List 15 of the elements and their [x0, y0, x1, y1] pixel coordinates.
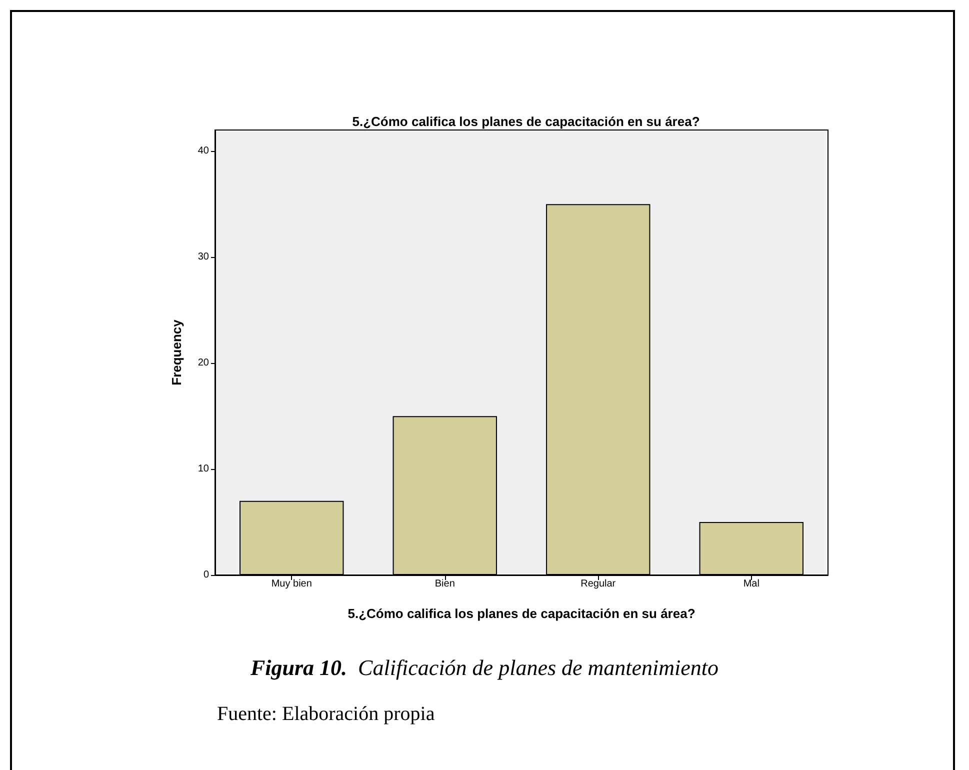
x-tick-label: Muy bien	[271, 578, 312, 590]
y-tick-label: 10	[198, 464, 210, 475]
x-tick-label: Regular	[580, 578, 616, 590]
source-note: Fuente: Elaboración propia	[217, 703, 435, 726]
y-axis-title: Frequency	[169, 318, 184, 386]
y-tick-label: 0	[203, 570, 210, 580]
chart-title: 5.¿Cómo califica los planes de capacitación en su área?	[352, 114, 700, 129]
text: Calificación de planes de mantenimiento	[357, 655, 719, 680]
x-axis-title: 5.¿Cómo califica los planes de capacitación en su área?	[348, 606, 696, 621]
x-tick-label: Bien	[434, 578, 455, 590]
y-tick-label: 40	[198, 146, 210, 157]
y-tick-label: 30	[198, 252, 210, 263]
text: Figura 10.	[250, 655, 348, 680]
x-tick-label: Mal	[743, 578, 760, 590]
y-tick-label: 20	[198, 358, 210, 369]
